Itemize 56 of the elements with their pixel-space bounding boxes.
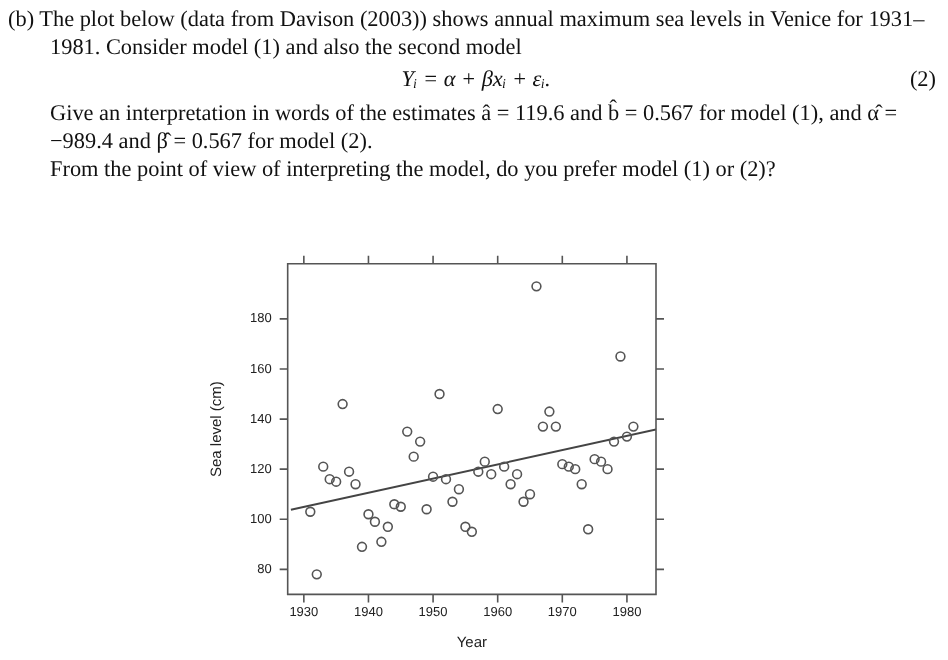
point: [389, 499, 400, 510]
point: [337, 398, 348, 410]
point: [408, 451, 419, 462]
point: [376, 536, 387, 547]
point: [414, 436, 426, 447]
point: [402, 426, 413, 437]
point: [570, 463, 581, 475]
point: [356, 541, 368, 553]
point: [343, 466, 355, 477]
point: [557, 458, 568, 470]
point: [563, 461, 574, 472]
point: [382, 521, 394, 532]
point: [582, 524, 594, 535]
point: [324, 473, 335, 485]
point: [421, 504, 432, 515]
point: [621, 431, 633, 442]
point: [350, 479, 361, 490]
point: [511, 468, 523, 480]
point: [589, 453, 600, 465]
text: From the point of view of interpreting the model, do you prefer model (1) or (2)?: [48, 156, 778, 184]
point: [505, 479, 516, 490]
text: (b) The plot below (data from Davison (2003)) shows annual maximum sea levels in Venice for 1931–1981. Consider model (1) and also the second model: [8, 6, 927, 62]
point: [524, 489, 536, 500]
point: [440, 473, 452, 485]
point: [479, 456, 490, 467]
point: [531, 281, 542, 292]
point: [473, 466, 484, 477]
point: [330, 476, 342, 487]
point: [544, 406, 555, 417]
point: [486, 468, 497, 480]
point: [427, 471, 439, 482]
point: [447, 496, 458, 507]
point: [305, 506, 316, 517]
point: [466, 526, 478, 537]
point: [369, 516, 381, 527]
point: [318, 461, 329, 472]
text: (2): [909, 66, 936, 96]
point: [615, 351, 626, 362]
point: [434, 388, 445, 400]
text: Give an interpretation in words of the estimates â = 119.6 and b̂ = 0.567 for model (1), and α̂ = −989.4 and β̂ = 0.567 for model (2).: [48, 100, 900, 156]
point: [576, 479, 587, 490]
point: [595, 456, 607, 467]
point: [492, 403, 503, 415]
point: [363, 509, 374, 520]
point: [628, 421, 639, 432]
point: [395, 501, 406, 512]
text: Yᵢ = α + βxᵢ + εᵢ.: [401, 68, 551, 92]
point: [537, 421, 549, 432]
point: [311, 569, 322, 580]
point: [602, 463, 613, 475]
point: [518, 496, 529, 507]
point: [608, 436, 620, 447]
point: [453, 484, 465, 495]
point: [460, 521, 471, 532]
point: [550, 421, 562, 432]
point: [498, 461, 510, 472]
